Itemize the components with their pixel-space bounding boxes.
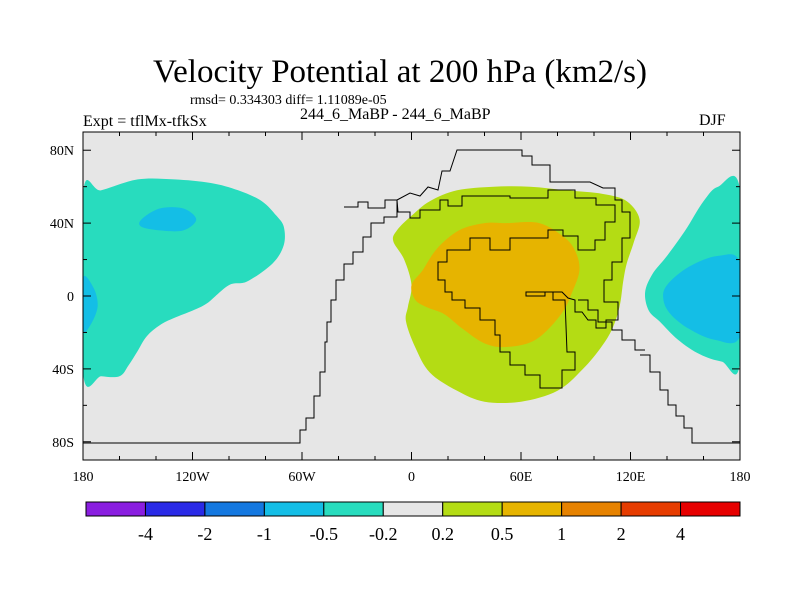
coastline-eurasia-africa <box>396 149 631 389</box>
coastline-americas <box>83 199 398 444</box>
colorbar-swatch <box>323 501 384 517</box>
colorbar-label: -1 <box>257 524 272 544</box>
colorbar: -4 -2 -1 -0.5 -0.2 0.2 0.5 1 2 4 <box>85 501 741 544</box>
x-tick-label: 60E <box>510 470 533 485</box>
colorbar-swatch <box>561 501 622 517</box>
colorbar-swatch <box>144 501 206 517</box>
colorbar-swatch <box>680 501 741 517</box>
colorbar-label: 4 <box>676 524 685 544</box>
y-tick-label: 80N <box>50 144 74 159</box>
rmsd-diff-stats: rmsd= 0.334303 diff= 1.11089e-05 <box>190 93 387 108</box>
colorbar-swatch <box>501 501 563 517</box>
coastline-australia <box>640 354 740 444</box>
colorbar-label: 0.5 <box>491 524 514 544</box>
colorbar-swatch <box>204 501 265 517</box>
contour-region-africa-indian-core <box>411 222 580 348</box>
contour-region-west-pacific-core <box>139 207 197 232</box>
colorbar-label: -4 <box>138 524 153 544</box>
chart-title: Velocity Potential at 200 hPa (km2/s) <box>152 54 648 90</box>
y-tick-label: 80S <box>52 436 74 451</box>
colorbar-swatch <box>382 501 444 517</box>
colorbar-swatch <box>442 501 503 517</box>
x-tick-label: 60W <box>288 470 316 485</box>
colorbar-swatch <box>263 501 325 517</box>
contour-region-east-pacific-core <box>663 254 740 344</box>
colorbar-label: -2 <box>197 524 212 544</box>
experiment-label: Expt = tflMx-tfkSx <box>83 113 207 130</box>
coastline <box>83 149 740 444</box>
x-tick-label: 120W <box>175 470 210 485</box>
colorbar-label: 0.2 <box>431 524 454 544</box>
y-tick-label: 0 <box>67 290 74 305</box>
y-tick-label: 40N <box>50 217 74 232</box>
x-tick-label: 180 <box>73 470 94 485</box>
season-label: DJF <box>699 112 726 129</box>
y-axis: 80N 40N 0 40S 80S <box>50 144 740 451</box>
x-tick-label: 0 <box>408 470 415 485</box>
comparison-label: 244_6_MaBP - 244_6_MaBP <box>300 106 491 123</box>
contour-region-west-pacific-negative <box>83 178 285 387</box>
colorbar-label: 2 <box>617 524 626 544</box>
x-tick-label: 120E <box>616 470 646 485</box>
colorbar-label: 1 <box>557 524 566 544</box>
x-axis: 180 120W 60W 0 60E 120E 180 <box>73 132 751 485</box>
contour-region-west-edge-core <box>83 276 98 333</box>
colorbar-swatch <box>620 501 682 517</box>
x-tick-label: 180 <box>730 470 751 485</box>
colorbar-swatch <box>85 501 146 517</box>
colorbar-label: -0.5 <box>310 524 339 544</box>
y-tick-label: 40S <box>52 363 74 378</box>
colorbar-label: -0.2 <box>369 524 398 544</box>
coastline-islands <box>578 299 645 351</box>
